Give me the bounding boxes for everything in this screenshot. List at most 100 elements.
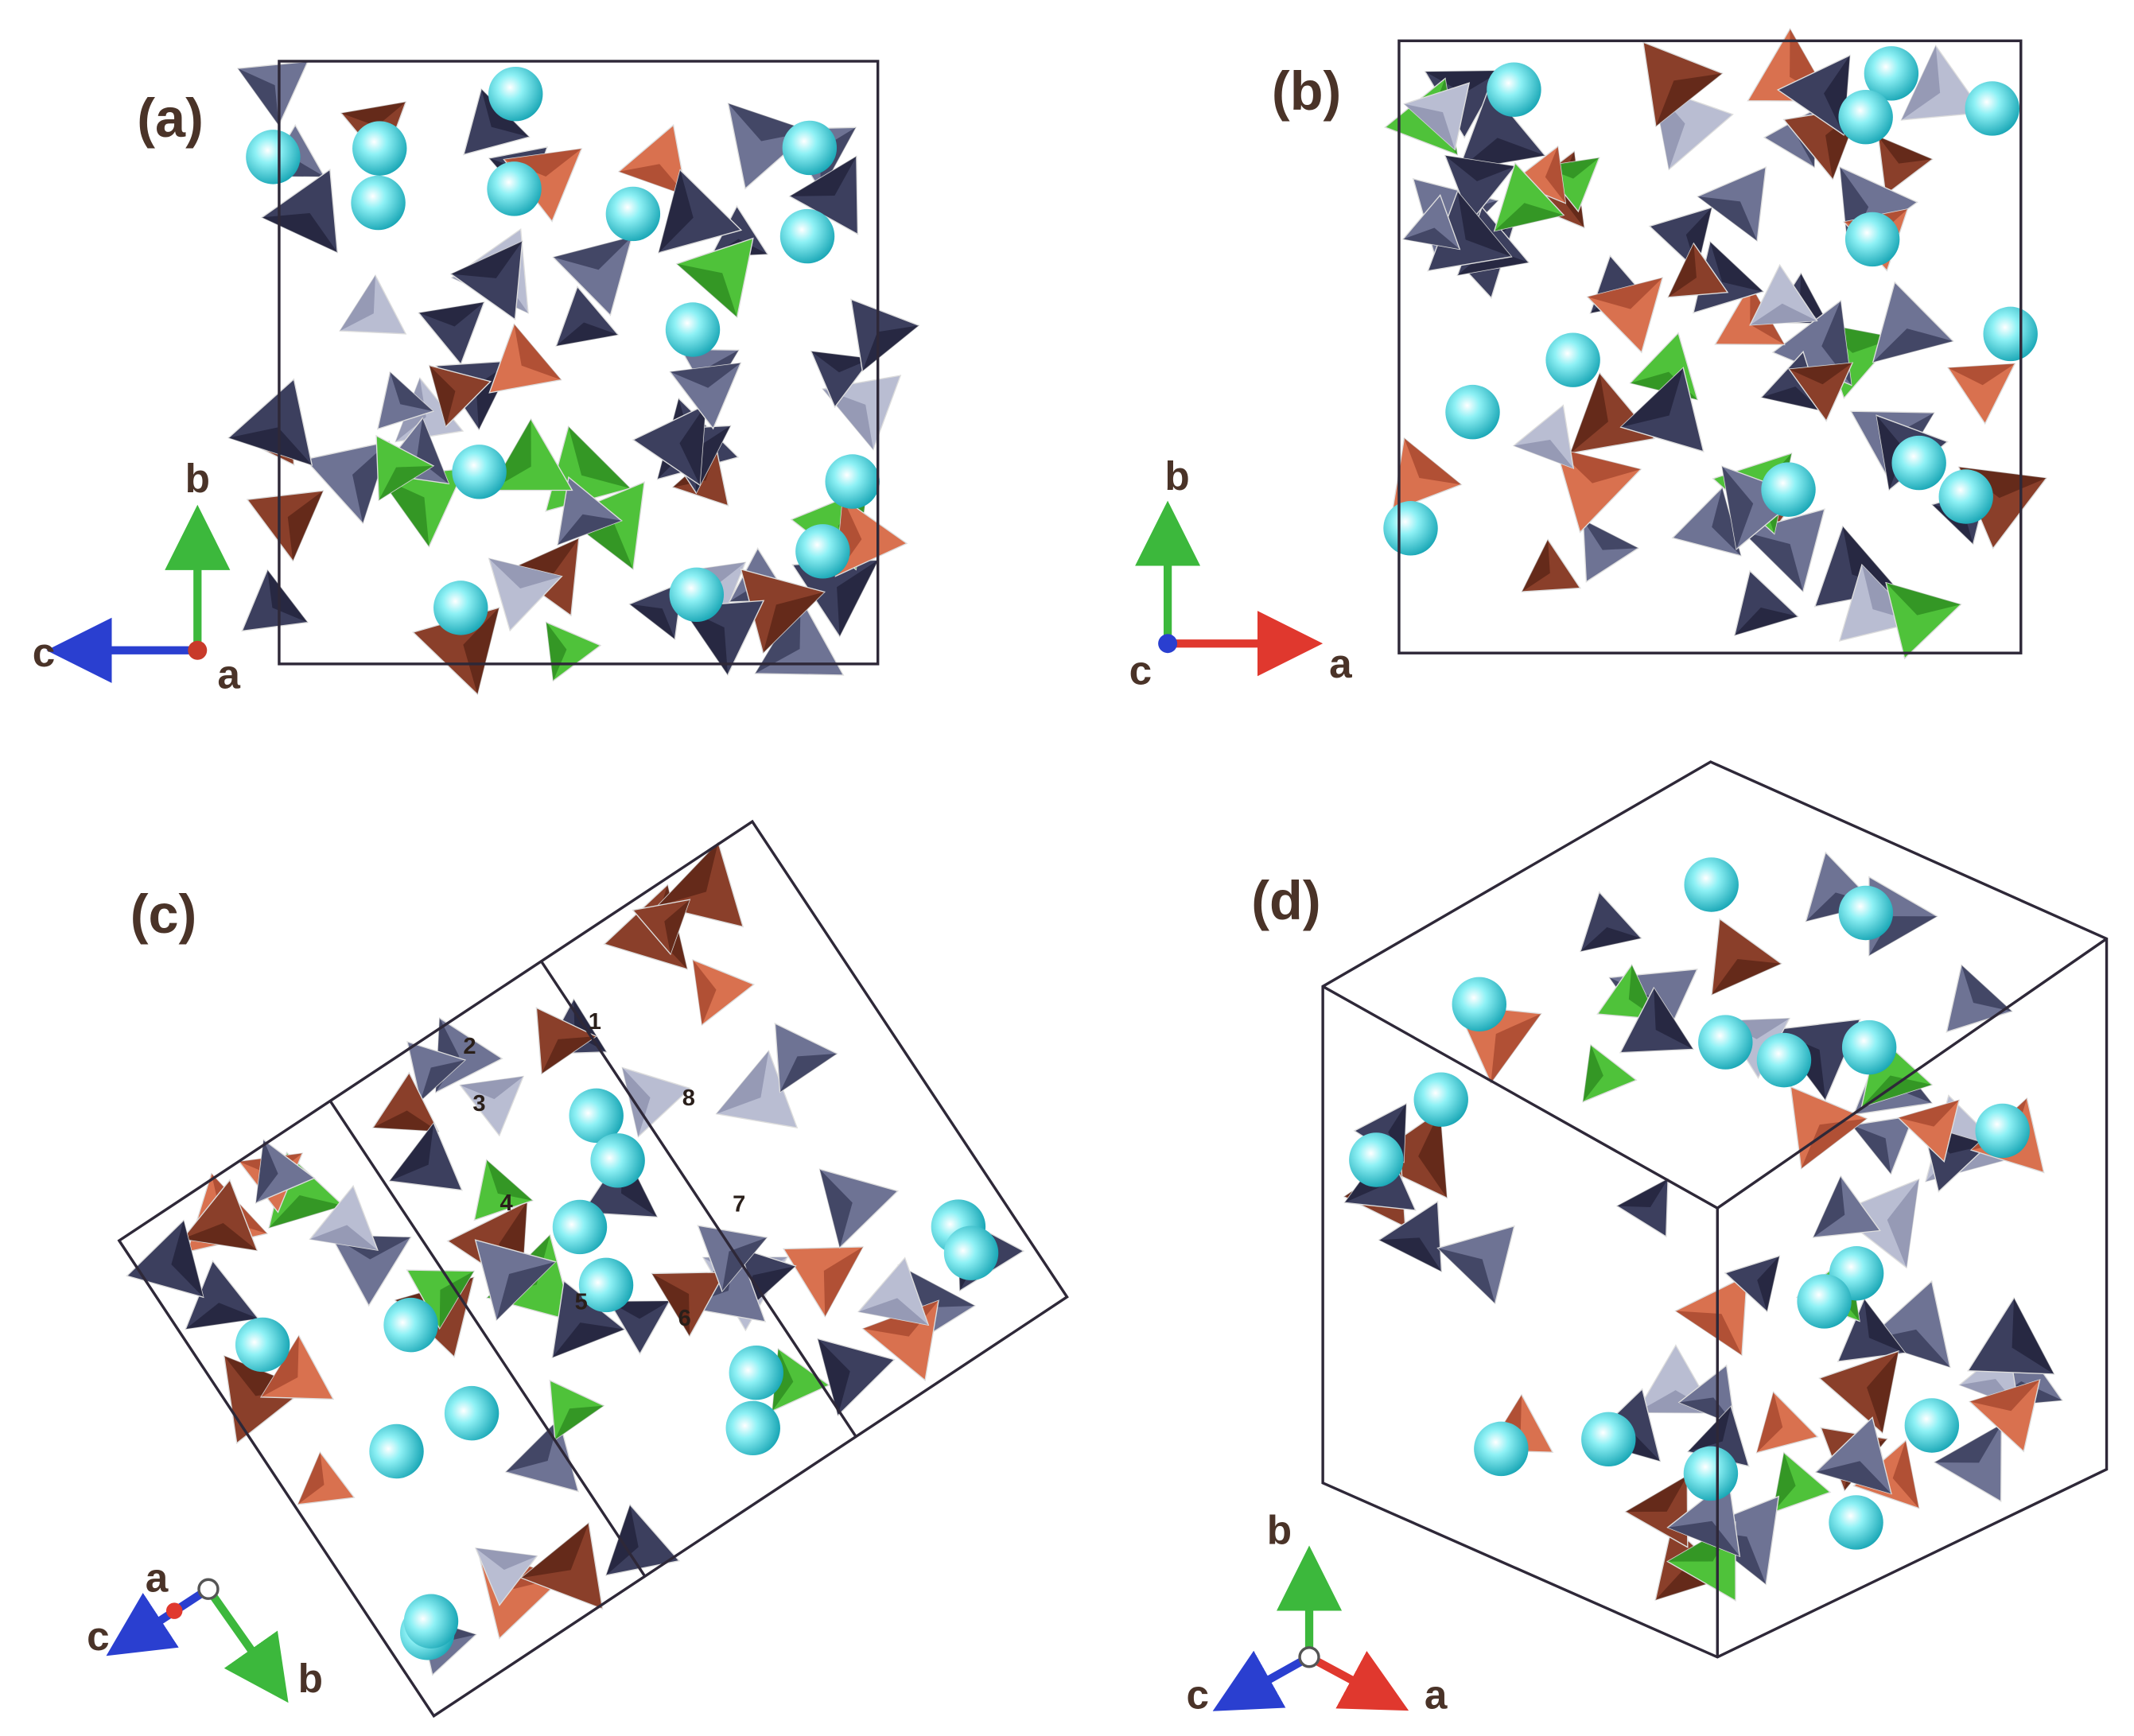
polyhedron xyxy=(1586,277,1664,354)
polyhedron xyxy=(774,1022,838,1093)
atom xyxy=(1829,1495,1883,1550)
polyhedron xyxy=(1946,363,2016,425)
polyhedron xyxy=(255,1139,316,1204)
atom xyxy=(669,567,725,623)
atom xyxy=(352,121,407,176)
atom xyxy=(1938,469,1993,524)
polyhedron xyxy=(1933,1423,2003,1503)
polyhedron xyxy=(260,168,339,254)
atom xyxy=(552,1199,608,1255)
polyhedron xyxy=(1582,518,1640,583)
atom xyxy=(1965,81,2019,136)
atom xyxy=(1983,306,2038,362)
unit-cell xyxy=(1397,39,2023,654)
polyhedron xyxy=(1615,1178,1669,1238)
polyhedron xyxy=(474,1239,557,1322)
atom xyxy=(1383,501,1438,556)
polyhedron xyxy=(241,569,309,632)
panel-label: (c) xyxy=(130,884,197,945)
polyhedron xyxy=(810,350,873,409)
atom xyxy=(488,66,543,122)
polyhedron xyxy=(236,60,309,127)
polyhedron xyxy=(552,235,633,317)
atom xyxy=(487,161,542,216)
atom xyxy=(1445,384,1500,440)
atom xyxy=(605,186,661,242)
axis-label: c xyxy=(1129,647,1153,693)
polyhedron xyxy=(535,1007,597,1075)
polyhedron xyxy=(428,364,492,428)
polyhedron xyxy=(449,240,523,320)
polyhedron xyxy=(488,323,562,394)
polyhedron xyxy=(1674,1274,1748,1357)
polyhedron xyxy=(1512,404,1575,469)
polyhedron xyxy=(246,490,325,562)
polyhedron xyxy=(1790,1085,1868,1170)
site-label: 2 xyxy=(463,1034,476,1059)
atom xyxy=(1904,1398,1960,1453)
polyhedron xyxy=(309,1184,379,1251)
site-label: 8 xyxy=(682,1085,695,1111)
polyhedron xyxy=(1391,437,1463,512)
polyhedron xyxy=(1900,45,1984,121)
polyhedron xyxy=(1619,986,1694,1054)
polyhedron xyxy=(651,1272,726,1338)
polyhedron xyxy=(1521,538,1581,592)
polyhedron xyxy=(1579,891,1642,953)
polyhedron xyxy=(1493,161,1565,232)
polyhedron xyxy=(632,403,707,487)
site-label: 5 xyxy=(575,1290,588,1315)
polyhedron xyxy=(669,362,742,430)
polyhedron xyxy=(1818,1350,1899,1435)
polyhedron xyxy=(1812,1175,1881,1238)
polyhedron xyxy=(1877,135,1934,196)
polyhedron xyxy=(549,1379,605,1441)
atom xyxy=(1487,62,1541,117)
atom xyxy=(729,1345,783,1400)
polyhedron xyxy=(675,237,754,319)
polyhedron xyxy=(1771,1451,1832,1513)
atom xyxy=(1684,857,1739,912)
polyhedron xyxy=(1749,263,1818,326)
axis-label: b xyxy=(185,456,210,501)
polyhedron xyxy=(260,1334,335,1400)
polyhedron xyxy=(1872,281,1954,363)
atom xyxy=(403,1594,459,1649)
polyhedron xyxy=(621,1066,692,1138)
axis-label: b xyxy=(298,1656,323,1701)
atom xyxy=(578,1257,634,1313)
structure-d xyxy=(1343,851,2064,1602)
panel-label: (a) xyxy=(137,87,204,149)
atom xyxy=(795,524,850,579)
polyhedron xyxy=(519,1521,604,1610)
polyhedron xyxy=(1666,1478,1741,1558)
axis-label: a xyxy=(1329,641,1352,686)
panel-label: (d) xyxy=(1251,870,1320,931)
atom xyxy=(1797,1274,1852,1329)
axis-label: a xyxy=(1425,1672,1448,1718)
polyhedron xyxy=(1835,1178,1920,1269)
atom xyxy=(779,208,835,264)
polyhedron xyxy=(388,1121,463,1191)
site-label: 1 xyxy=(589,1009,601,1035)
polyhedron xyxy=(459,1075,525,1137)
polyhedron xyxy=(1721,465,1802,550)
polyhedron xyxy=(1741,508,1825,593)
site-label: 3 xyxy=(472,1091,485,1117)
polyhedron xyxy=(1885,581,1962,660)
polyhedron xyxy=(1619,367,1704,452)
axis-label: b xyxy=(1267,1508,1292,1553)
polyhedron xyxy=(1582,1043,1638,1103)
polyhedron xyxy=(375,434,435,502)
polyhedron xyxy=(850,298,920,372)
polyhedron xyxy=(817,1338,896,1417)
structure-b xyxy=(1383,27,2048,660)
polyhedron xyxy=(1624,1474,1689,1548)
polyhedron xyxy=(474,1547,538,1606)
polyhedron xyxy=(740,568,826,654)
polyhedron xyxy=(783,1246,865,1318)
atom xyxy=(1452,977,1506,1032)
polyhedron xyxy=(418,301,485,366)
atom xyxy=(782,120,838,176)
polyhedron xyxy=(1969,1379,2041,1453)
